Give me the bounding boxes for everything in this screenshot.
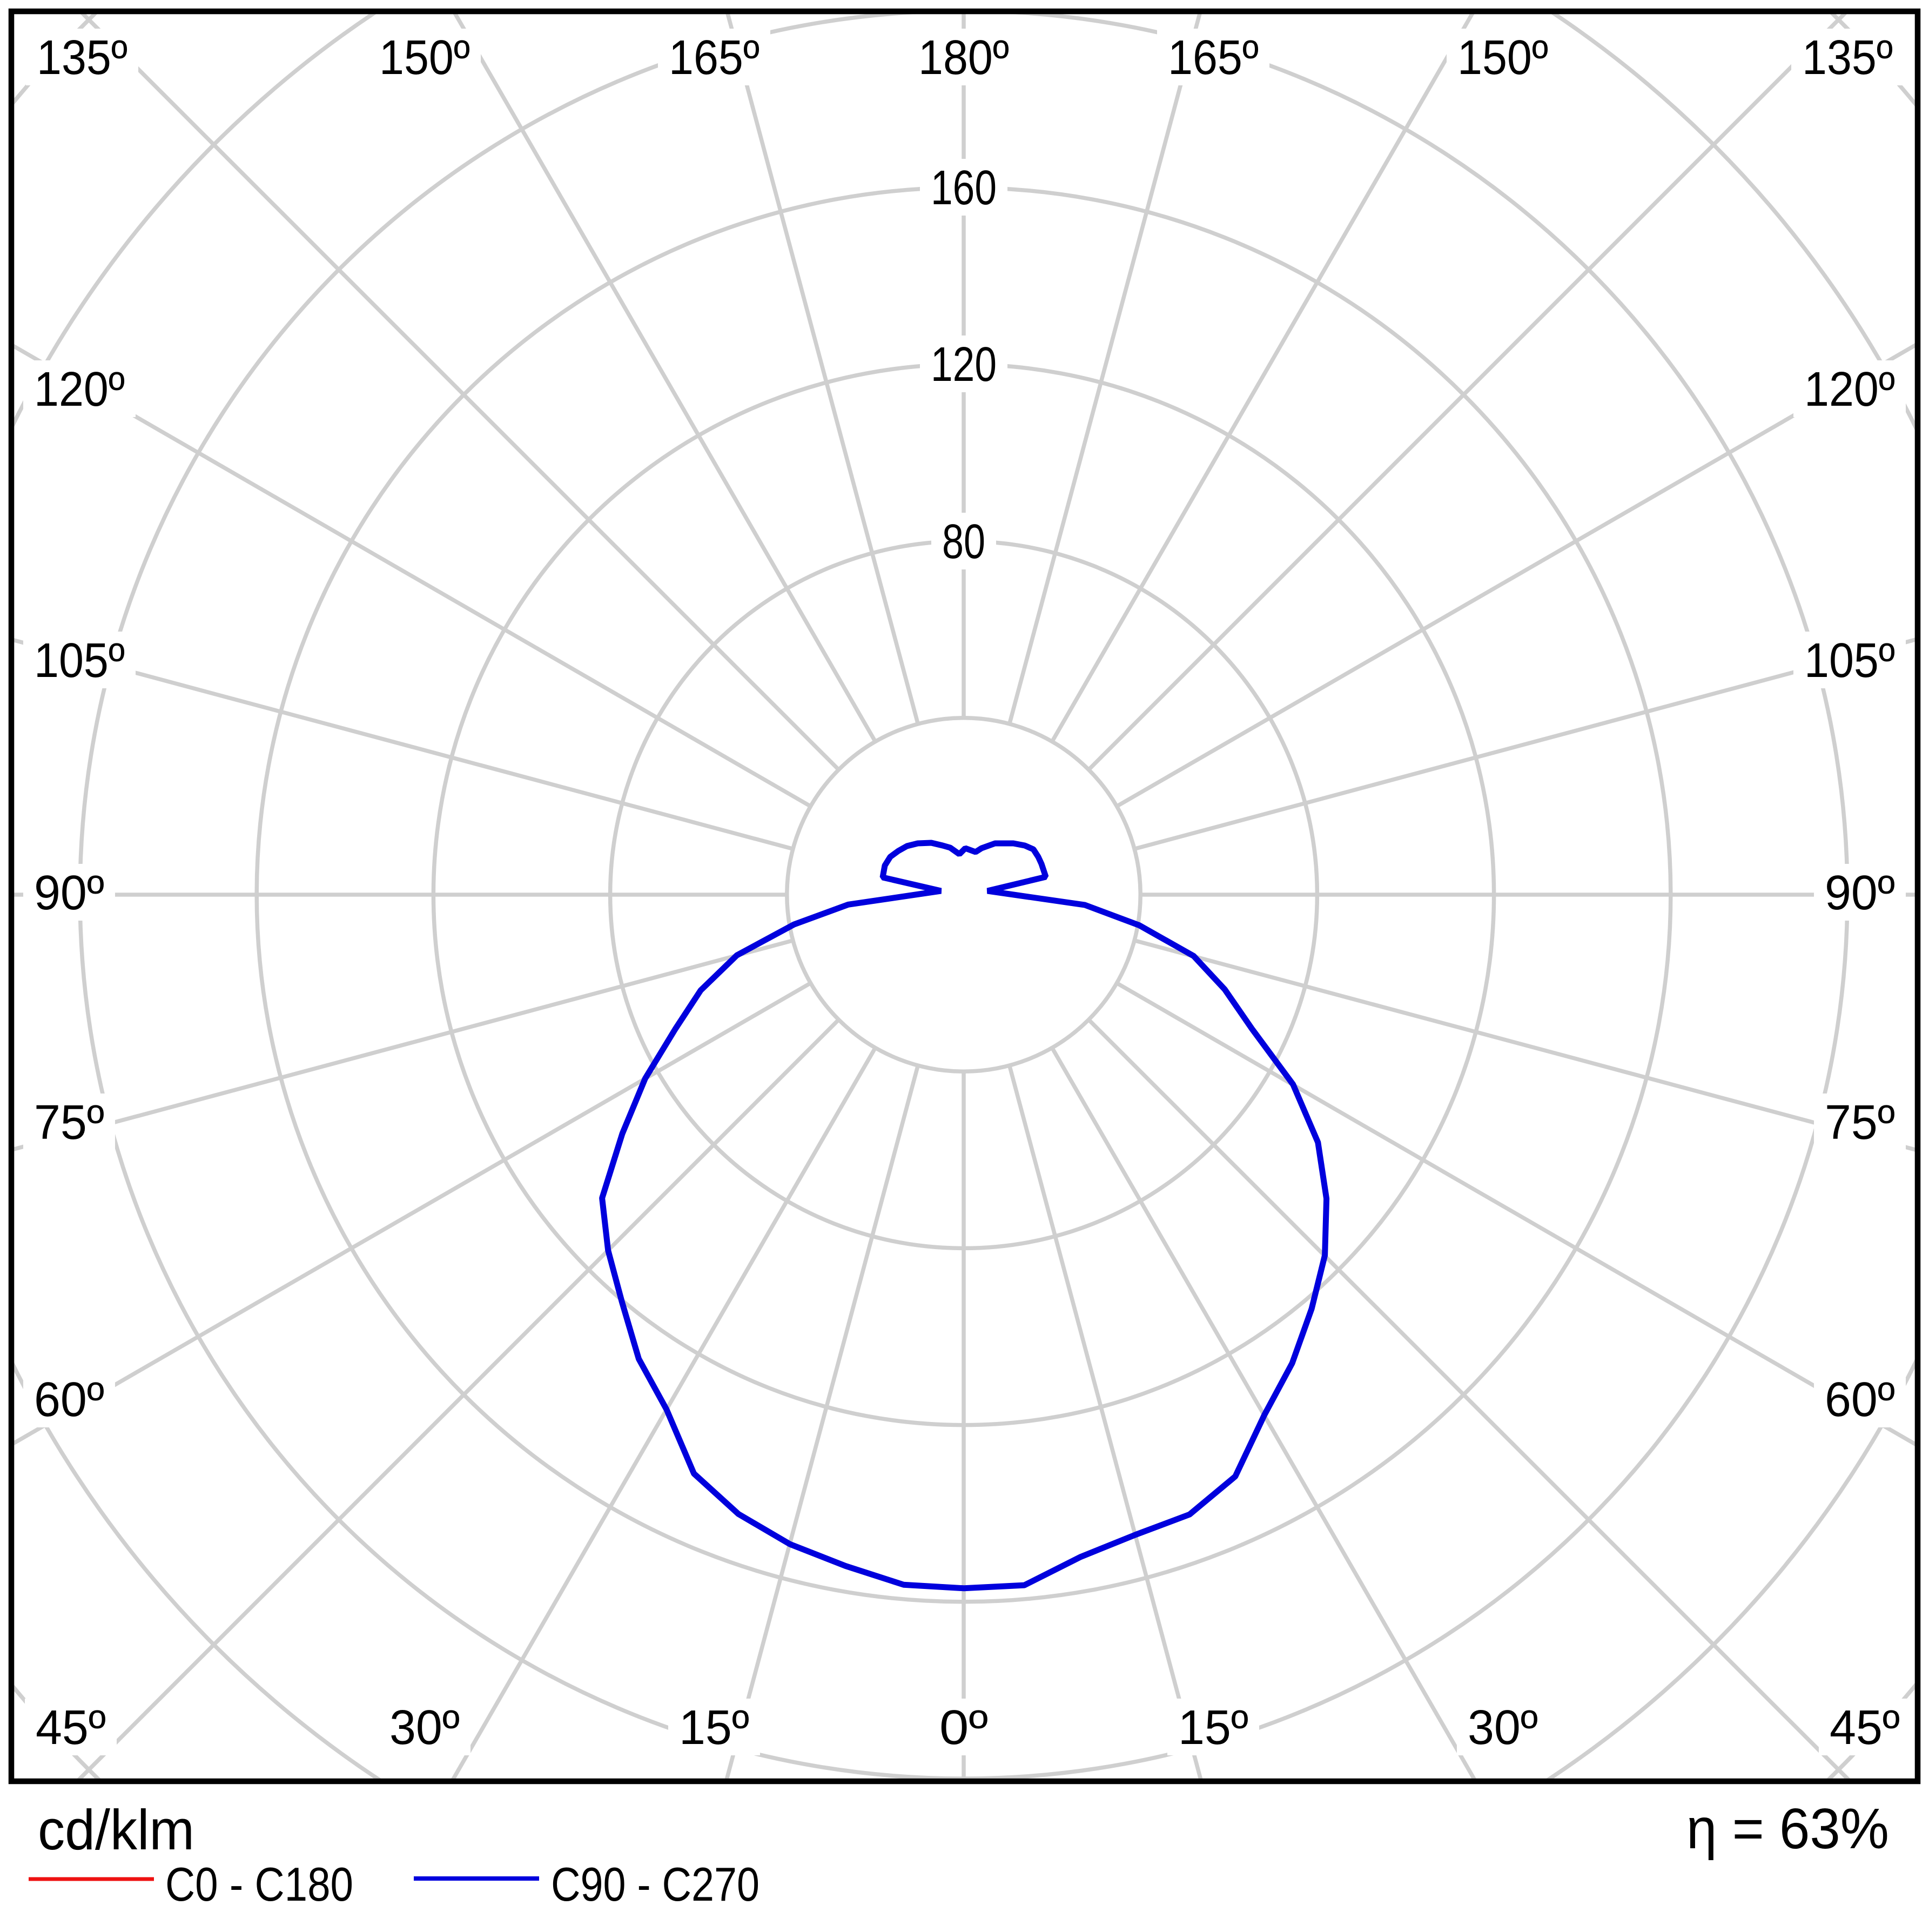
svg-text:75º: 75º (34, 1096, 104, 1150)
svg-text:165º: 165º (669, 31, 759, 85)
svg-text:30º: 30º (389, 1701, 460, 1755)
svg-text:C90 - C270: C90 - C270 (551, 1857, 759, 1911)
svg-text:45º: 45º (1830, 1701, 1900, 1755)
svg-text:60º: 60º (1825, 1373, 1895, 1427)
svg-text:60º: 60º (34, 1373, 104, 1427)
svg-text:0º: 0º (939, 1701, 988, 1755)
svg-text:15º: 15º (679, 1701, 749, 1755)
svg-text:80: 80 (942, 515, 985, 569)
svg-text:105º: 105º (34, 634, 125, 688)
svg-text:160: 160 (931, 161, 997, 215)
svg-text:135º: 135º (1802, 31, 1893, 85)
svg-text:45º: 45º (36, 1701, 106, 1755)
svg-text:cd/klm: cd/klm (38, 1799, 194, 1862)
svg-text:135º: 135º (37, 31, 127, 85)
svg-text:120: 120 (931, 338, 997, 392)
svg-text:90º: 90º (1825, 866, 1895, 920)
svg-text:C0 - C180: C0 - C180 (165, 1857, 353, 1911)
svg-text:150º: 150º (1457, 31, 1548, 85)
svg-text:165º: 165º (1168, 31, 1259, 85)
svg-text:η = 63%: η = 63% (1686, 1797, 1889, 1861)
svg-text:150º: 150º (379, 31, 470, 85)
svg-text:30º: 30º (1468, 1701, 1538, 1755)
svg-text:15º: 15º (1178, 1701, 1248, 1755)
svg-text:120º: 120º (1804, 363, 1895, 417)
svg-text:75º: 75º (1825, 1096, 1895, 1150)
svg-text:90º: 90º (34, 866, 104, 920)
svg-text:105º: 105º (1804, 634, 1895, 688)
svg-text:120º: 120º (34, 363, 125, 417)
svg-text:180º: 180º (918, 31, 1009, 85)
